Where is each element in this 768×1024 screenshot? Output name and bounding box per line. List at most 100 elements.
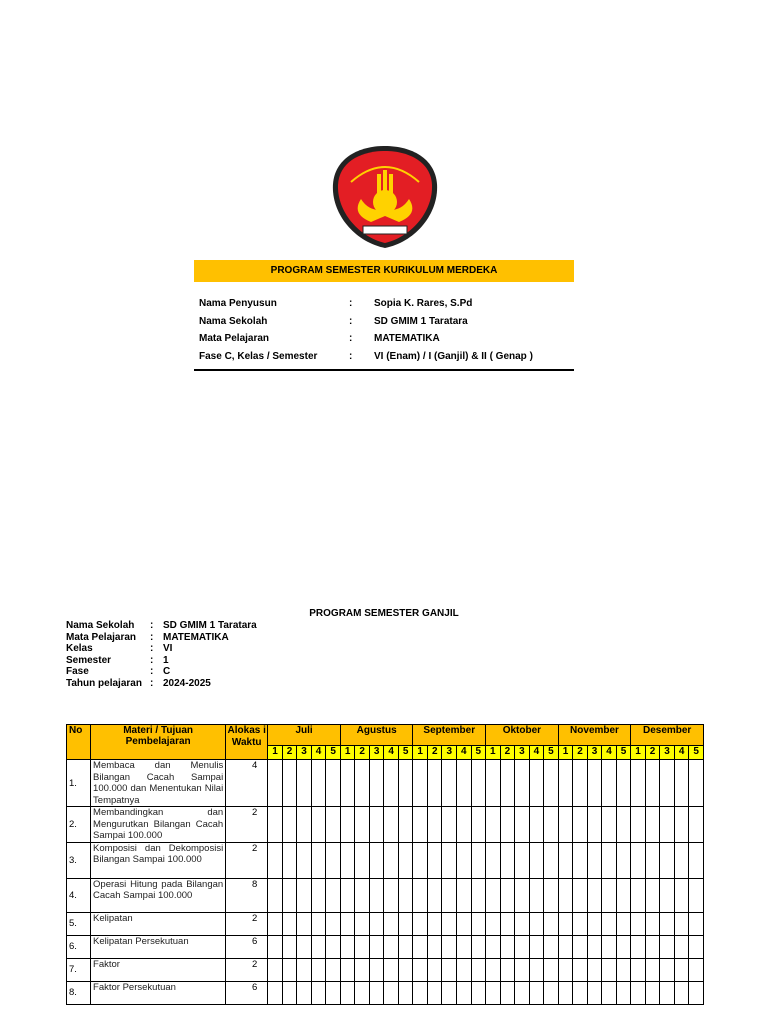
- week-cell[interactable]: [659, 980, 675, 1005]
- week-cell[interactable]: [688, 911, 704, 936]
- week-cell[interactable]: [470, 934, 487, 959]
- week-cell[interactable]: [557, 911, 574, 936]
- week-cell[interactable]: [426, 980, 443, 1005]
- week-cell[interactable]: [354, 911, 370, 936]
- week-cell[interactable]: [397, 806, 414, 843]
- week-cell[interactable]: [499, 911, 516, 936]
- week-cell[interactable]: [644, 806, 661, 843]
- week-cell[interactable]: [586, 759, 603, 807]
- week-cell[interactable]: [397, 759, 414, 807]
- week-cell[interactable]: [426, 957, 443, 982]
- week-cell[interactable]: [310, 806, 327, 843]
- week-cell[interactable]: [485, 934, 501, 959]
- week-cell[interactable]: [325, 759, 341, 807]
- week-cell[interactable]: [644, 877, 661, 913]
- week-cell[interactable]: [630, 957, 646, 982]
- week-cell[interactable]: [659, 911, 675, 936]
- week-cell[interactable]: [572, 911, 588, 936]
- week-cell[interactable]: [383, 911, 399, 936]
- week-cell[interactable]: [586, 934, 603, 959]
- week-cell[interactable]: [397, 911, 414, 936]
- week-cell[interactable]: [528, 934, 545, 959]
- week-cell[interactable]: [281, 759, 298, 807]
- week-cell[interactable]: [412, 911, 428, 936]
- week-cell[interactable]: [659, 759, 675, 807]
- week-cell[interactable]: [688, 841, 704, 879]
- week-cell[interactable]: [615, 934, 632, 959]
- week-cell[interactable]: [557, 841, 574, 879]
- week-cell[interactable]: [557, 877, 574, 913]
- week-cell[interactable]: [514, 841, 530, 879]
- week-cell[interactable]: [281, 934, 298, 959]
- week-cell[interactable]: [644, 934, 661, 959]
- week-cell[interactable]: [485, 911, 501, 936]
- week-cell[interactable]: [470, 957, 487, 982]
- week-cell[interactable]: [310, 877, 327, 913]
- week-cell[interactable]: [673, 877, 690, 913]
- week-cell[interactable]: [673, 841, 690, 879]
- week-cell[interactable]: [499, 934, 516, 959]
- week-cell[interactable]: [368, 911, 385, 936]
- week-cell[interactable]: [673, 957, 690, 982]
- week-cell[interactable]: [354, 980, 370, 1005]
- week-cell[interactable]: [557, 957, 574, 982]
- week-cell[interactable]: [543, 980, 559, 1005]
- week-cell[interactable]: [543, 877, 559, 913]
- week-cell[interactable]: [644, 841, 661, 879]
- week-cell[interactable]: [514, 877, 530, 913]
- week-cell[interactable]: [296, 934, 312, 959]
- week-cell[interactable]: [514, 759, 530, 807]
- week-cell[interactable]: [572, 841, 588, 879]
- week-cell[interactable]: [586, 957, 603, 982]
- week-cell[interactable]: [499, 759, 516, 807]
- week-cell[interactable]: [499, 841, 516, 879]
- week-cell[interactable]: [339, 911, 356, 936]
- week-cell[interactable]: [456, 759, 472, 807]
- week-cell[interactable]: [514, 957, 530, 982]
- week-cell[interactable]: [673, 759, 690, 807]
- week-cell[interactable]: [644, 911, 661, 936]
- week-cell[interactable]: [673, 980, 690, 1005]
- week-cell[interactable]: [310, 759, 327, 807]
- week-cell[interactable]: [615, 806, 632, 843]
- week-cell[interactable]: [644, 980, 661, 1005]
- week-cell[interactable]: [586, 841, 603, 879]
- week-cell[interactable]: [310, 957, 327, 982]
- week-cell[interactable]: [456, 934, 472, 959]
- week-cell[interactable]: [572, 877, 588, 913]
- week-cell[interactable]: [514, 806, 530, 843]
- week-cell[interactable]: [354, 877, 370, 913]
- week-cell[interactable]: [412, 980, 428, 1005]
- week-cell[interactable]: [485, 957, 501, 982]
- week-cell[interactable]: [601, 957, 617, 982]
- week-cell[interactable]: [644, 759, 661, 807]
- week-cell[interactable]: [281, 957, 298, 982]
- week-cell[interactable]: [441, 911, 457, 936]
- week-cell[interactable]: [368, 980, 385, 1005]
- week-cell[interactable]: [383, 841, 399, 879]
- week-cell[interactable]: [426, 911, 443, 936]
- week-cell[interactable]: [325, 934, 341, 959]
- week-cell[interactable]: [630, 980, 646, 1005]
- week-cell[interactable]: [615, 877, 632, 913]
- week-cell[interactable]: [325, 877, 341, 913]
- week-cell[interactable]: [615, 911, 632, 936]
- week-cell[interactable]: [528, 877, 545, 913]
- week-cell[interactable]: [412, 806, 428, 843]
- week-cell[interactable]: [354, 806, 370, 843]
- week-cell[interactable]: [368, 841, 385, 879]
- week-cell[interactable]: [572, 759, 588, 807]
- week-cell[interactable]: [688, 957, 704, 982]
- week-cell[interactable]: [339, 957, 356, 982]
- week-cell[interactable]: [688, 980, 704, 1005]
- week-cell[interactable]: [456, 980, 472, 1005]
- week-cell[interactable]: [528, 980, 545, 1005]
- week-cell[interactable]: [485, 759, 501, 807]
- week-cell[interactable]: [615, 841, 632, 879]
- week-cell[interactable]: [267, 957, 283, 982]
- week-cell[interactable]: [368, 806, 385, 843]
- week-cell[interactable]: [281, 911, 298, 936]
- week-cell[interactable]: [470, 759, 487, 807]
- week-cell[interactable]: [354, 759, 370, 807]
- week-cell[interactable]: [325, 841, 341, 879]
